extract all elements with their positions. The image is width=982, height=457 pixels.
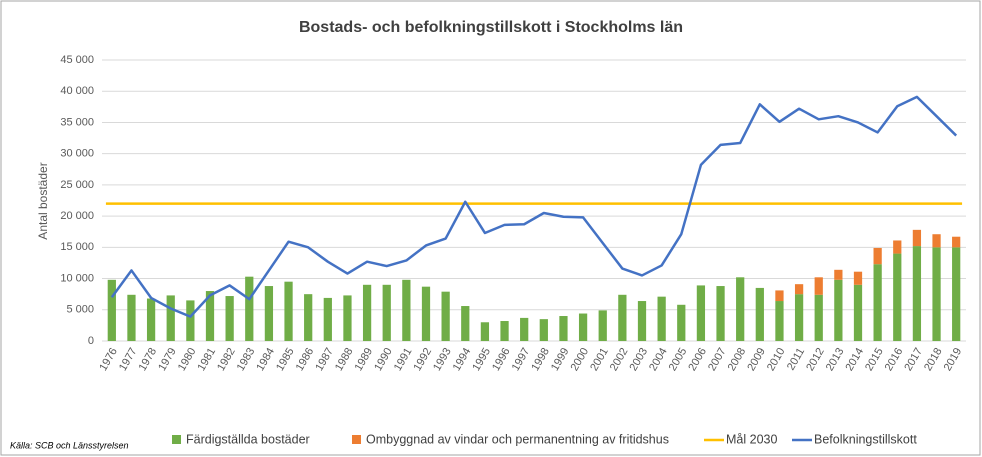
bar xyxy=(205,291,215,341)
bar xyxy=(814,277,823,295)
y-tick-label: 40 000 xyxy=(60,85,94,97)
bar xyxy=(402,279,411,341)
y-axis-label: Antal bostäder xyxy=(36,162,50,239)
bar xyxy=(539,319,548,341)
bar xyxy=(559,316,568,341)
bar xyxy=(245,276,254,341)
y-tick-label: 30 000 xyxy=(60,148,94,160)
bar xyxy=(461,306,470,341)
y-tick-label: 45 000 xyxy=(60,54,94,66)
bar xyxy=(637,301,647,341)
bar xyxy=(107,279,116,341)
bar xyxy=(578,313,588,341)
bar xyxy=(775,290,784,302)
bar xyxy=(284,281,293,341)
bar xyxy=(912,246,922,341)
bar xyxy=(500,321,509,341)
bar xyxy=(834,279,843,341)
bar xyxy=(736,277,745,341)
line xyxy=(110,95,958,318)
legend-label: Befolkningstillskott xyxy=(814,432,917,446)
bar xyxy=(794,284,804,295)
bar xyxy=(362,284,372,341)
bar xyxy=(657,296,666,341)
chart-title: Bostads- och befolkningstillskott i Stoc… xyxy=(299,19,683,36)
y-tick-label: 35 000 xyxy=(60,116,94,128)
bar xyxy=(520,317,529,341)
bar xyxy=(952,247,961,341)
bar xyxy=(304,294,313,341)
y-tick-label: 25 000 xyxy=(60,179,94,191)
bar xyxy=(952,236,961,248)
bar xyxy=(755,287,764,341)
y-tick-label: 5 000 xyxy=(66,304,94,316)
legend-swatch xyxy=(172,435,181,444)
bar xyxy=(873,247,882,265)
bar xyxy=(382,284,391,341)
bar xyxy=(853,284,863,341)
bar xyxy=(893,240,902,254)
y-tick-label: 0 xyxy=(88,335,94,347)
y-tick-label: 20 000 xyxy=(60,210,94,222)
legend-swatch xyxy=(352,435,361,444)
bar xyxy=(814,294,823,341)
y-tick-label: 10 000 xyxy=(60,272,94,284)
bar xyxy=(775,301,784,341)
bar xyxy=(677,304,686,341)
bar xyxy=(480,322,490,341)
bar xyxy=(873,264,882,341)
bar xyxy=(441,291,450,341)
bar xyxy=(794,294,804,341)
y-tick-label: 15 000 xyxy=(60,241,94,253)
bar xyxy=(166,295,175,341)
bar xyxy=(932,234,941,248)
bar xyxy=(323,297,332,341)
bar xyxy=(932,247,941,341)
bar xyxy=(186,300,195,341)
bar xyxy=(893,253,902,341)
bar xyxy=(146,298,156,341)
bar xyxy=(853,271,863,285)
bar xyxy=(343,295,352,341)
bar xyxy=(618,294,627,341)
legend-label: Ombyggnad av vindar och permanentning av… xyxy=(366,432,669,446)
legend-label: Mål 2030 xyxy=(726,432,777,446)
bar xyxy=(912,229,922,247)
source: Källa: SCB och Länsstyrelsen xyxy=(10,440,129,450)
bar xyxy=(834,269,843,280)
bar xyxy=(127,294,136,341)
bar xyxy=(716,286,725,341)
legend-label: Färdigställda bostäder xyxy=(186,432,310,446)
bar xyxy=(225,296,234,341)
bar xyxy=(696,285,706,341)
bar xyxy=(421,286,431,341)
bar xyxy=(264,286,274,341)
bar xyxy=(598,310,607,341)
